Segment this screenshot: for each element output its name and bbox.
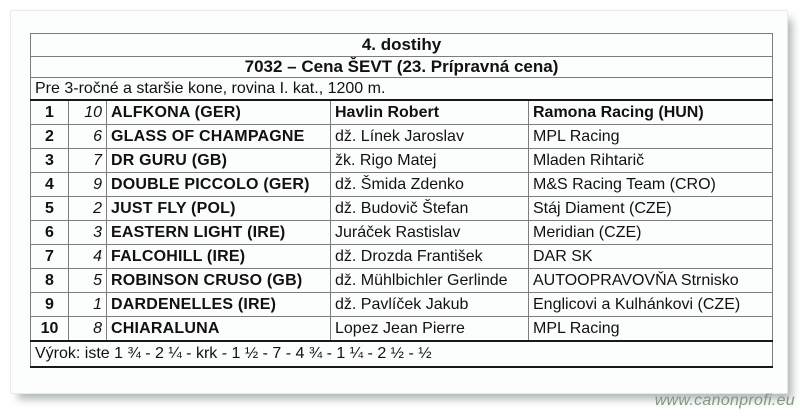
owner-cell: Stáj Diament (CZE): [528, 196, 773, 221]
owner-cell: Mladen Rihtarič: [528, 148, 773, 173]
jockey-cell: Juráček Rastislav: [330, 220, 529, 245]
start-number-cell: 8: [68, 316, 107, 342]
jockey-cell: Lopez Jean Pierre: [330, 316, 529, 342]
result-row: 3 7 DR GURU (GB) žk. Rigo Matej Mladen R…: [30, 148, 773, 173]
jockey-cell: žk. Rigo Matej: [330, 148, 529, 173]
start-number-cell: 4: [68, 244, 107, 269]
position-cell: 9: [30, 292, 69, 317]
horse-cell: ALFKONA (GER): [106, 99, 331, 125]
position-cell: 10: [30, 316, 69, 342]
watermark-text: www.canonprofi.eu: [654, 392, 795, 409]
position-cell: 6: [30, 220, 69, 245]
position-cell: 5: [30, 196, 69, 221]
race-number-row: 4. dostihy: [30, 33, 773, 57]
jockey-cell: dž. Drozda František: [330, 244, 529, 269]
jockey-cell: Havlin Robert: [330, 99, 529, 125]
race-conditions-row: Pre 3-ročné a staršie kone, rovina I. ka…: [30, 77, 773, 101]
race-number-title: 4. dostihy: [30, 33, 773, 57]
result-row: 7 4 FALCOHILL (IRE) dž. Drozda František…: [30, 244, 773, 269]
race-title: 7032 – Cena ŠEVT (23. Prípravná cena): [30, 56, 773, 78]
owner-cell: AUTOOPRAVOVŇA Strnisko: [528, 268, 773, 293]
horse-cell: DOUBLE PICCOLO (GER): [106, 172, 331, 197]
start-number-cell: 6: [68, 124, 107, 149]
position-cell: 1: [30, 99, 69, 125]
result-row: 9 1 DARDENELLES (IRE) dž. Pavlíček Jakub…: [30, 292, 773, 317]
owner-cell: Englicovi a Kulhánkovi (CZE): [528, 292, 773, 317]
horse-cell: DARDENELLES (IRE): [106, 292, 331, 317]
owner-cell: MPL Racing: [528, 316, 773, 342]
start-number-cell: 1: [68, 292, 107, 317]
start-number-cell: 3: [68, 220, 107, 245]
jockey-cell: dž. Šmida Zdenko: [330, 172, 529, 197]
race-title-row: 7032 – Cena ŠEVT (23. Prípravná cena): [30, 56, 773, 78]
horse-cell: GLASS OF CHAMPAGNE: [106, 124, 331, 149]
result-row: 1 10 ALFKONA (GER) Havlin Robert Ramona …: [30, 99, 773, 125]
result-row: 4 9 DOUBLE PICCOLO (GER) dž. Šmida Zdenk…: [30, 172, 773, 197]
position-cell: 8: [30, 268, 69, 293]
jockey-cell: dž. Pavlíček Jakub: [330, 292, 529, 317]
horse-cell: CHIARALUNA: [106, 316, 331, 342]
horse-cell: ROBINSON CRUSO (GB): [106, 268, 331, 293]
position-cell: 4: [30, 172, 69, 197]
position-cell: 7: [30, 244, 69, 269]
scanned-race-card: 4. dostihy 7032 – Cena ŠEVT (23. Príprav…: [10, 10, 788, 394]
start-number-cell: 10: [68, 99, 107, 125]
owner-cell: Meridian (CZE): [528, 220, 773, 245]
jockey-cell: dž. Línek Jaroslav: [330, 124, 529, 149]
horse-cell: EASTERN LIGHT (IRE): [106, 220, 331, 245]
horse-cell: JUST FLY (POL): [106, 196, 331, 221]
owner-cell: Ramona Racing (HUN): [528, 99, 773, 125]
jockey-cell: dž. Mühlbichler Gerlinde: [330, 268, 529, 293]
position-cell: 2: [30, 124, 69, 149]
owner-cell: M&S Racing Team (CRO): [528, 172, 773, 197]
position-cell: 3: [30, 148, 69, 173]
race-results-table: 4. dostihy 7032 – Cena ŠEVT (23. Príprav…: [30, 33, 773, 368]
race-conditions: Pre 3-ročné a staršie kone, rovina I. ka…: [30, 77, 773, 101]
horse-cell: FALCOHILL (IRE): [106, 244, 331, 269]
result-row: 2 6 GLASS OF CHAMPAGNE dž. Línek Jarosla…: [30, 124, 773, 149]
jockey-cell: dž. Budovič Štefan: [330, 196, 529, 221]
verdict-row: Výrok: iste 1 ¾ - 2 ¼ - krk - 1 ½ - 7 - …: [30, 340, 773, 368]
verdict-text: Výrok: iste 1 ¾ - 2 ¼ - krk - 1 ½ - 7 - …: [30, 340, 773, 368]
horse-cell: DR GURU (GB): [106, 148, 331, 173]
owner-cell: MPL Racing: [528, 124, 773, 149]
start-number-cell: 7: [68, 148, 107, 173]
result-row: 8 5 ROBINSON CRUSO (GB) dž. Mühlbichler …: [30, 268, 773, 293]
start-number-cell: 5: [68, 268, 107, 293]
result-row: 6 3 EASTERN LIGHT (IRE) Juráček Rastisla…: [30, 220, 773, 245]
owner-cell: DAR SK: [528, 244, 773, 269]
start-number-cell: 2: [68, 196, 107, 221]
result-row: 5 2 JUST FLY (POL) dž. Budovič Štefan St…: [30, 196, 773, 221]
result-row: 10 8 CHIARALUNA Lopez Jean Pierre MPL Ra…: [30, 316, 773, 342]
start-number-cell: 9: [68, 172, 107, 197]
